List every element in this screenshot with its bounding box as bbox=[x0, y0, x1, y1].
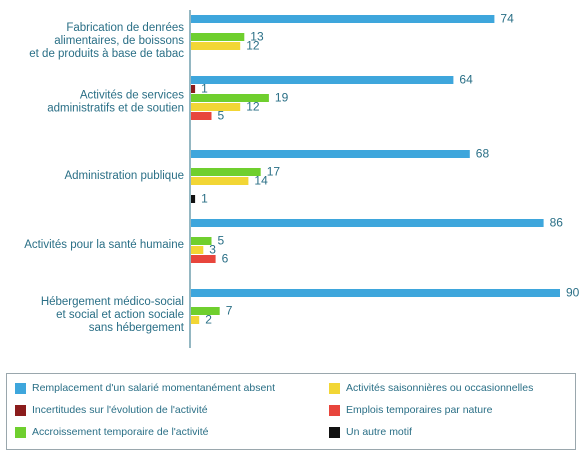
bar-value-label: 68 bbox=[476, 147, 490, 161]
bar-value-label: 19 bbox=[275, 91, 289, 105]
bar-chart: Fabrication de denrées alimentaires, de b… bbox=[24, 10, 580, 348]
bar bbox=[191, 42, 241, 50]
bar bbox=[191, 255, 216, 263]
legend-swatch bbox=[329, 426, 340, 438]
bar-value-label: 13 bbox=[250, 30, 264, 44]
category-label: Fabrication de denrées alimentaires, de b… bbox=[29, 22, 184, 60]
legend-label: Un autre motif bbox=[346, 426, 412, 438]
legend-label: Remplacement d'un salarié momentanément … bbox=[32, 382, 276, 394]
legend-label: Activités saisonnières ou occasionnelles bbox=[346, 382, 534, 394]
bar bbox=[191, 150, 470, 158]
category-label: Activités pour la santé humaine bbox=[24, 239, 184, 251]
bar-value-label: 5 bbox=[218, 234, 225, 248]
legend-item: Un autre motif bbox=[329, 426, 412, 438]
bar-value-label: 12 bbox=[246, 100, 260, 114]
bar-value-label: 3 bbox=[209, 243, 216, 257]
bar-value-label: 12 bbox=[246, 39, 260, 53]
bar bbox=[191, 195, 196, 203]
bar bbox=[191, 237, 212, 245]
bar bbox=[191, 94, 269, 102]
bar-value-label: 1 bbox=[201, 192, 208, 206]
legend-item: Remplacement d'un salarié momentanément … bbox=[15, 382, 275, 394]
bar-value-label: 5 bbox=[218, 109, 225, 123]
bar bbox=[191, 103, 241, 111]
bar bbox=[191, 112, 212, 120]
bar-value-label: 14 bbox=[254, 174, 268, 188]
bar bbox=[191, 307, 220, 315]
legend-label: Accroissement temporaire de l'activité bbox=[32, 426, 209, 438]
bar bbox=[191, 76, 454, 84]
bar-value-label: 7 bbox=[226, 304, 233, 318]
bar bbox=[191, 316, 200, 324]
legend-label: Emplois temporaires par nature bbox=[346, 404, 493, 416]
category-label: Hébergement médico-social et social et ac… bbox=[41, 296, 185, 334]
bar bbox=[191, 289, 560, 297]
legend-swatch bbox=[329, 404, 340, 416]
legend-item: Accroissement temporaire de l'activité bbox=[15, 426, 209, 438]
legend-swatch bbox=[15, 382, 26, 394]
legend-item: Activités saisonnières ou occasionnelles bbox=[329, 382, 533, 394]
legend-swatch bbox=[329, 382, 340, 394]
bar bbox=[191, 246, 204, 254]
bar-value-label: 90 bbox=[566, 286, 580, 300]
category-label: Activités de services administratifs et d… bbox=[47, 90, 184, 115]
bar-value-label: 1 bbox=[201, 82, 208, 96]
legend-swatch bbox=[15, 426, 26, 438]
bar bbox=[191, 168, 261, 176]
bar bbox=[191, 15, 495, 23]
bar-value-label: 64 bbox=[459, 73, 473, 87]
bar-value-label: 6 bbox=[222, 252, 229, 266]
legend: Remplacement d'un salarié momentanément … bbox=[6, 373, 576, 450]
bar-value-label: 86 bbox=[550, 216, 564, 230]
legend-label: Incertitudes sur l'évolution de l'activi… bbox=[32, 404, 208, 416]
bar-value-label: 74 bbox=[500, 12, 514, 26]
bar bbox=[191, 177, 249, 185]
bar-value-label: 17 bbox=[267, 165, 281, 179]
legend-swatch bbox=[15, 404, 26, 416]
bar bbox=[191, 219, 544, 227]
legend-item: Incertitudes sur l'évolution de l'activi… bbox=[15, 404, 208, 416]
bar-value-label: 2 bbox=[205, 313, 212, 327]
category-label: Administration publique bbox=[64, 170, 184, 182]
legend-item: Emplois temporaires par nature bbox=[329, 404, 492, 416]
bar bbox=[191, 33, 245, 41]
bar bbox=[191, 85, 196, 93]
